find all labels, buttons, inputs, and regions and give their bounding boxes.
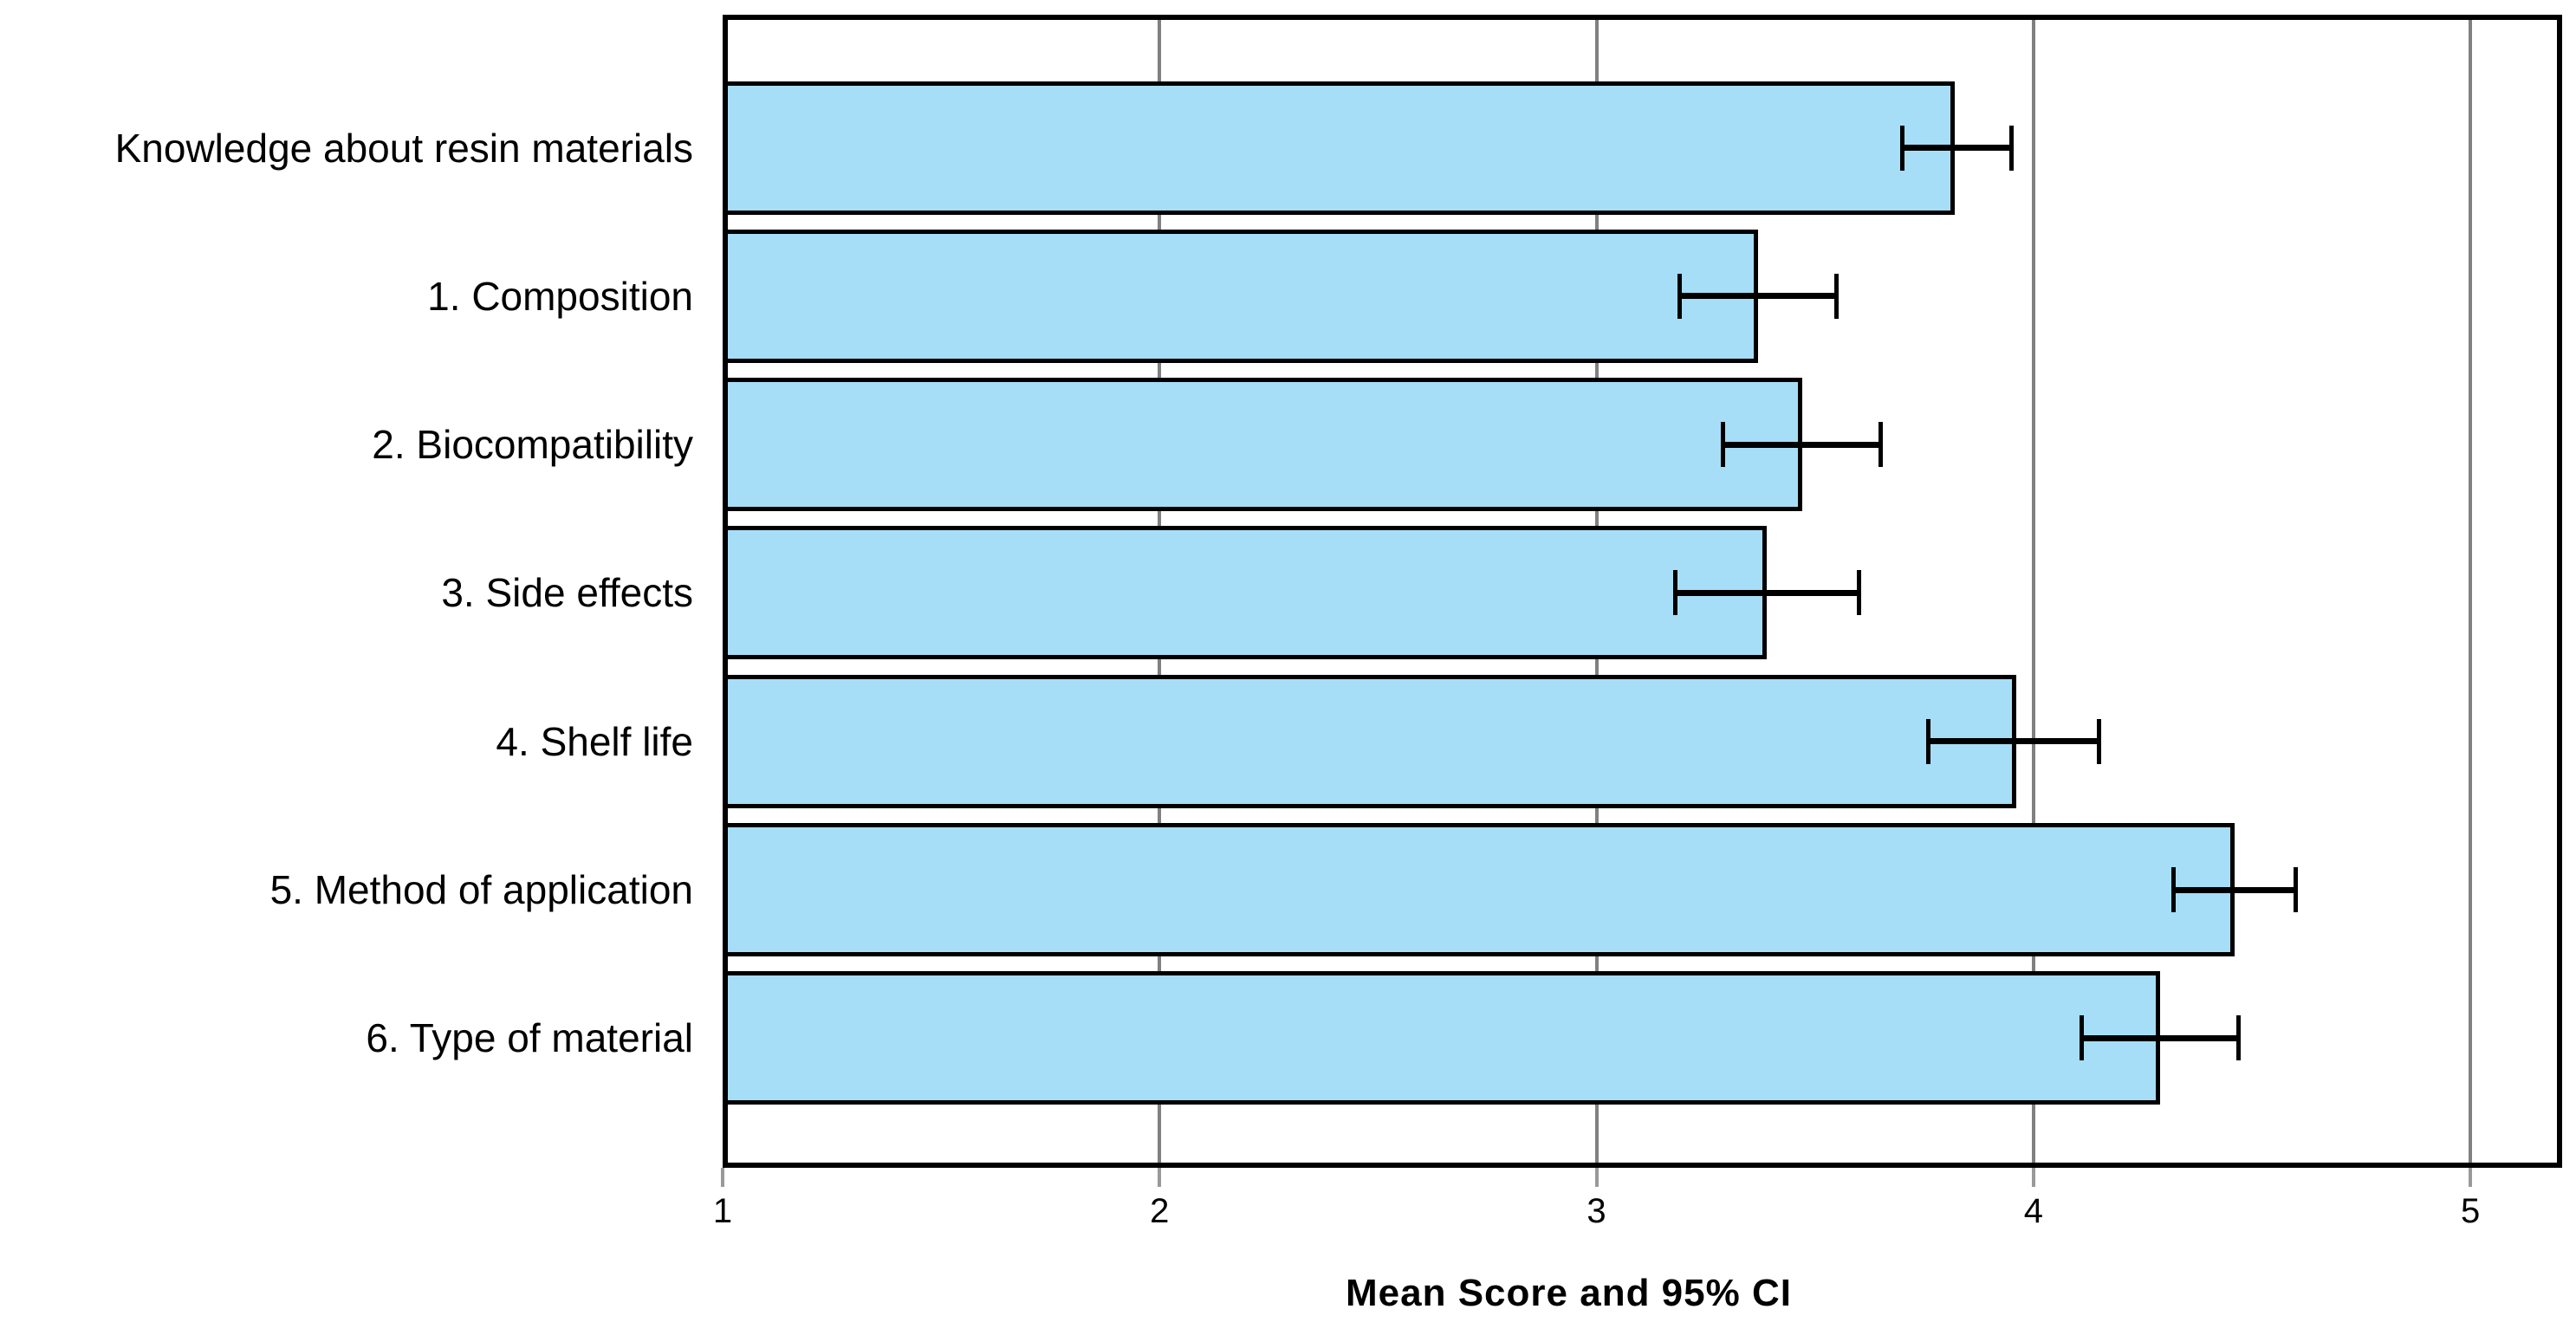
bar-5 (723, 823, 2235, 956)
gridline-x-4 (2031, 15, 2035, 1168)
bar-1 (723, 229, 1759, 363)
bar-0 (723, 81, 1956, 215)
error-bar-line-2 (1723, 441, 1881, 448)
error-bar-cap-low-6 (2079, 1015, 2084, 1061)
x-tick-mark-5 (2469, 1168, 2473, 1187)
x-tick-mark-1 (721, 1168, 724, 1187)
x-tick-label-1: 1 (712, 1192, 733, 1230)
error-bar-cap-high-5 (2293, 867, 2298, 912)
x-tick-label-5: 5 (2460, 1192, 2481, 1230)
error-bar-line-3 (1675, 589, 1859, 596)
error-bar-cap-low-2 (1721, 422, 1726, 468)
category-label-1: 1. Composition (427, 273, 693, 319)
category-label-5: 5. Method of application (269, 867, 693, 912)
x-tick-label-3: 3 (1586, 1192, 1606, 1230)
error-bar-line-0 (1902, 145, 2012, 151)
error-bar-cap-high-1 (1834, 273, 1840, 319)
error-bar-line-1 (1679, 293, 1837, 300)
error-bar-line-4 (1928, 738, 2099, 745)
error-bar-line-6 (2081, 1034, 2239, 1041)
category-label-4: 4. Shelf life (496, 718, 693, 764)
category-label-6: 6. Type of material (366, 1015, 693, 1061)
x-tick-mark-2 (1158, 1168, 1162, 1187)
error-bar-cap-low-5 (2170, 867, 2176, 912)
error-bar-cap-low-1 (1677, 273, 1682, 319)
error-bar-cap-high-6 (2236, 1015, 2242, 1061)
x-tick-label-2: 2 (1150, 1192, 1170, 1230)
bar-3 (723, 526, 1768, 660)
error-bar-cap-low-0 (1900, 125, 1905, 171)
x-tick-mark-4 (2031, 1168, 2035, 1187)
category-label-0: Knowledge about resin materials (114, 125, 693, 171)
error-bar-cap-high-2 (1878, 422, 1883, 468)
x-axis-title: Mean Score and 95% CI (1346, 1272, 1792, 1314)
category-label-2: 2. Biocompatibility (372, 422, 693, 468)
error-bar-line-5 (2173, 886, 2296, 893)
error-bar-cap-low-3 (1672, 570, 1677, 616)
bar-6 (723, 971, 2161, 1105)
bar-4 (723, 674, 2016, 808)
bar-2 (723, 378, 1802, 512)
error-bar-cap-high-4 (2096, 718, 2101, 764)
error-bar-cap-high-3 (1856, 570, 1861, 616)
error-bar-cap-high-0 (2009, 125, 2015, 171)
plot-area (723, 15, 2562, 1168)
x-tick-label-4: 4 (2023, 1192, 2043, 1230)
category-label-3: 3. Side effects (441, 570, 693, 616)
gridline-x-5 (2469, 15, 2473, 1168)
error-bar-cap-low-4 (1926, 718, 1931, 764)
x-tick-mark-3 (1594, 1168, 1599, 1187)
